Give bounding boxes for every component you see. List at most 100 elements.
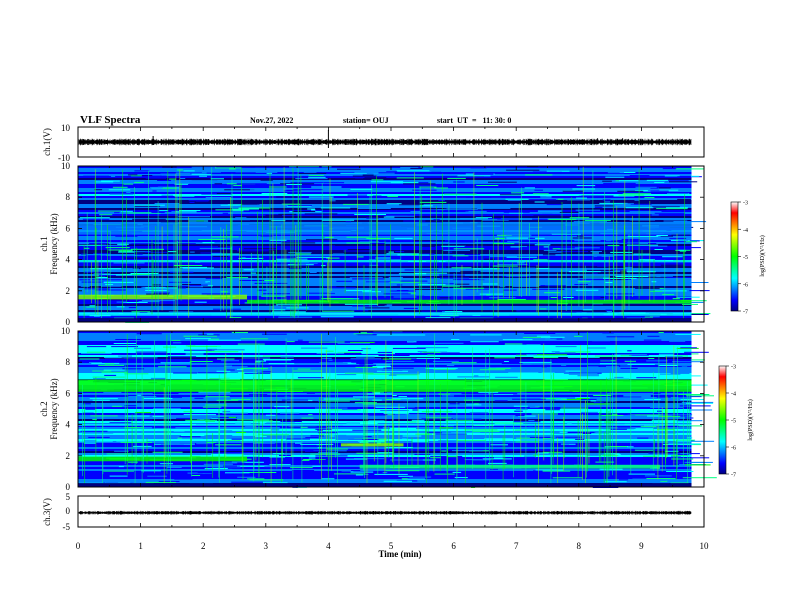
ch1-spectrogram-cell [543, 249, 557, 251]
ch2-spectrogram-cell [446, 456, 457, 458]
ch2-spectrogram-cell [542, 451, 563, 453]
ch1-spectrogram-cell [383, 216, 395, 218]
ch2-spectrogram-cell [515, 408, 528, 410]
ch2-spectrogram-cell [92, 376, 125, 378]
ch1-spectrogram-cell [516, 310, 537, 312]
ch1-spectrogram-cell [236, 250, 269, 252]
ch1-spectrogram-cell [559, 211, 579, 213]
ch1-spectrogram-cell [627, 235, 659, 237]
ch1-spectrogram-band-0 [78, 294, 248, 300]
ch1-spectrogram-cell [503, 289, 517, 291]
ch1-spectrogram-cell [482, 283, 498, 285]
ch1-spectrogram-row-22 [78, 210, 692, 213]
ch1-spectrogram-cell [385, 285, 394, 287]
ch1-spectrogram-row-10 [78, 186, 692, 189]
ch1-spectrogram-cell [421, 245, 435, 247]
ch1-spectrogram-cell [584, 269, 611, 271]
ch1-spectrogram-cell [229, 168, 236, 170]
ch1-spectrogram-cell [689, 290, 710, 292]
ch1-spectrogram-cell [388, 251, 394, 253]
ch1-spectrogram-cell [557, 251, 589, 253]
ch2-spectrogram-channel-label: ch.2 [39, 401, 49, 416]
ch2-spectrogram-cell [86, 346, 107, 348]
ch2-spectrogram-cell [513, 421, 541, 423]
x-tick-label: 10 [700, 541, 710, 551]
ch1-spectrogram-cbar-tick-label: -7 [743, 310, 748, 316]
ch2-spectrogram-row-16 [78, 363, 692, 366]
ch1-spectrogram-cell [368, 206, 401, 208]
ch2-spectrogram-cell [664, 450, 679, 452]
ch2-spectrogram-cell [330, 435, 335, 437]
ch2-spectrogram-cell [419, 479, 450, 481]
ch2-spectrogram-cell [490, 444, 508, 446]
ch1-spectrogram-cell [116, 306, 125, 308]
ch1-spectrogram-cell [273, 305, 279, 307]
ch1-spectrogram-cell [582, 274, 606, 276]
ch2-spectrogram-row-43 [78, 417, 692, 420]
ch2-spectrogram-cell [226, 369, 235, 371]
ch2-spectrogram-cell [89, 362, 102, 363]
ch1-spectrogram-cell [676, 296, 700, 298]
ch2-spectrogram-cell [488, 462, 507, 464]
ch2-spectrogram-cell [270, 429, 280, 431]
ch1-spectrogram-cell [627, 271, 656, 273]
ch2-spectrogram-cell [592, 400, 615, 402]
ch1-spectrogram-cell [261, 188, 280, 190]
ch1-spectrogram-ylabel: Frequency (kHz) [49, 213, 59, 274]
ch2-spectrogram-cell [82, 432, 114, 434]
ch1-spectrogram-cell [548, 218, 577, 220]
ch1-spectrogram-cell [540, 308, 547, 310]
ch1-spectrogram-cell [488, 181, 517, 183]
ch1-spectrogram-cell [548, 251, 562, 253]
ch2-spectrogram-cell [89, 398, 118, 400]
ch1-spectrogram-image [77, 166, 711, 323]
ch1-spectrogram-cell [453, 181, 465, 183]
ch1-spectrogram-cell [152, 174, 167, 176]
ch1-spectrogram-cell [503, 211, 530, 213]
ch2-spectrogram-cell [458, 364, 485, 365]
ch2-spectrogram-cell [392, 395, 397, 396]
ch1-spectrogram-cell [93, 273, 111, 275]
ch2-spectrogram-cell [593, 395, 612, 396]
ch1-spectrogram-cell [403, 183, 436, 185]
ch1-spectrogram-cell [479, 293, 504, 295]
ch1-spectrogram-cell [446, 212, 457, 214]
ch1-spectrogram-cell [159, 210, 169, 212]
ch1-spectrogram-cell [528, 293, 544, 294]
ch1-spectrogram-cell [567, 264, 575, 266]
ch1-spectrogram-cell [108, 189, 131, 191]
ch2-spectrogram-cell [355, 474, 364, 476]
ch1-spectrogram-cell [540, 196, 547, 197]
ch1-spectrogram-cell [681, 300, 707, 302]
ch1-spectrogram-cell [370, 181, 404, 183]
ch3-waveform-panel: 5 0 -5 ch.3(V) 0 1 2 3 4 5 6 7 8 9 10 Time (min) [42, 492, 709, 559]
ch2-spectrogram-cell [528, 426, 533, 428]
ch2-spectrogram-cell [253, 442, 276, 444]
ch1-spectrogram-cell [171, 303, 203, 305]
ch2-spectrogram-cell [368, 442, 377, 444]
ch1-spectrogram-cell [127, 212, 161, 214]
ch2-spectrogram-cell [350, 341, 375, 343]
ch1-spectrogram-cell [344, 303, 379, 305]
ch1-spectrogram-cell [626, 244, 659, 246]
ch2-spectrogram-cell [567, 356, 600, 358]
ch2-spectrogram-cell [324, 445, 344, 447]
ch1-spectrogram-cell [488, 218, 501, 220]
ch2-spectrogram-cell [320, 434, 325, 436]
ch1-spectrogram-cell [205, 278, 223, 280]
ch1-spectrogram-cell [590, 243, 605, 245]
ch1-spectrogram-cell [387, 166, 421, 168]
ch1-spectrogram-cbar-tick-label: -3 [743, 201, 748, 207]
ch1-spectrogram-cell [352, 175, 377, 177]
ch2-spectrogram-cell [586, 403, 610, 405]
ch1-spectrogram-cell [447, 177, 466, 179]
ch1-spectrogram-cell [577, 278, 611, 280]
ch1-spectrogram-cell [239, 280, 265, 281]
ch2-spectrogram-cell [495, 391, 525, 393]
ch2-spectrogram-cell [261, 371, 272, 373]
ch1-spectrogram-cell [287, 206, 312, 208]
ch1-spectrogram-cell [346, 242, 372, 244]
ch2-spectrogram-cell [565, 370, 581, 372]
ch2-spectrogram-cell [606, 336, 635, 338]
